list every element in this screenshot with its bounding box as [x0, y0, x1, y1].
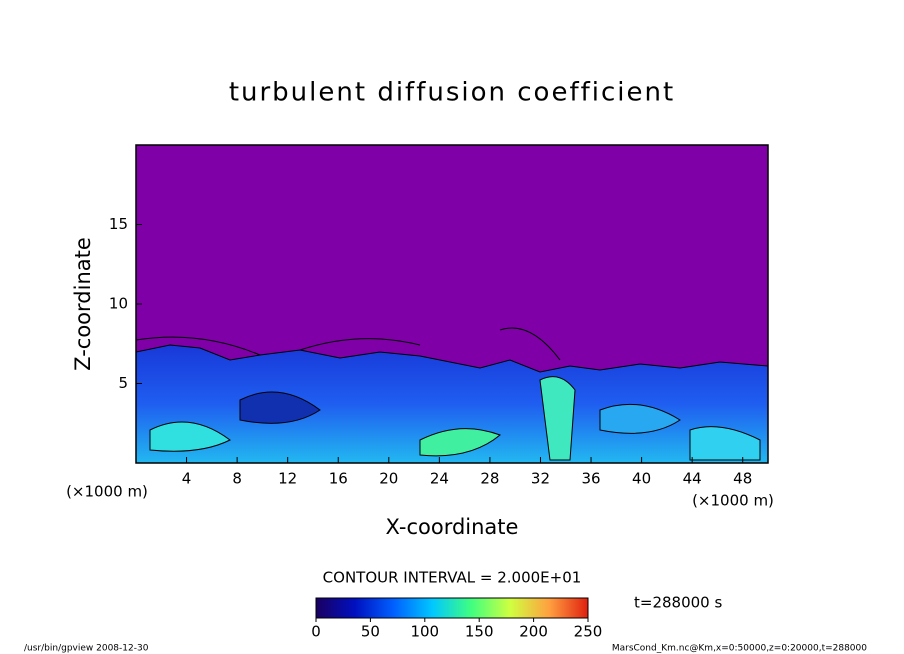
x-unit-right: (×1000 m) — [692, 492, 774, 510]
x-axis-title: X-coordinate — [386, 515, 519, 539]
x-tick-label: 12 — [278, 470, 297, 488]
chart-title: turbulent diffusion coefficient — [229, 78, 675, 108]
y-tick-label: 10 — [109, 295, 128, 313]
x-tick-label: 4 — [182, 470, 192, 488]
x-tick-label: 40 — [632, 470, 651, 488]
x-tick-label: 20 — [379, 470, 398, 488]
x-unit: (×1000 m) — [66, 483, 148, 501]
colorbar-tick-label: 150 — [465, 623, 494, 641]
colorbar-tick-label: 200 — [519, 623, 548, 641]
time-label: t=288000 s — [634, 594, 722, 612]
y-axis-title: Z-coordinate — [71, 237, 95, 371]
x-tick-label: 36 — [581, 470, 600, 488]
y-tick-label: 5 — [118, 374, 128, 392]
y-tick-label: 15 — [109, 215, 128, 233]
contour-interval: CONTOUR INTERVAL = 2.000E+01 — [323, 569, 582, 587]
footer-right: MarsCond_Km.nc@Km,x=0:50000,z=0:20000,t=… — [612, 644, 867, 654]
colorbar-tick-label: 100 — [410, 623, 439, 641]
colorbar-tick-label: 50 — [361, 623, 380, 641]
x-tick-label: 32 — [531, 470, 550, 488]
colorbar-tick-label: 0 — [311, 623, 321, 641]
x-tick-label: 48 — [733, 470, 752, 488]
x-tick-label: 16 — [329, 470, 348, 488]
colorbar — [315, 597, 589, 619]
x-tick-label: 8 — [232, 470, 242, 488]
x-tick-label: 28 — [480, 470, 499, 488]
colorbar-tick-label: 250 — [574, 623, 603, 641]
x-tick-label: 44 — [683, 470, 702, 488]
x-tick-label: 24 — [430, 470, 449, 488]
footer-left: /usr/bin/gpview 2008-12-30 — [24, 644, 149, 654]
field — [136, 327, 768, 463]
